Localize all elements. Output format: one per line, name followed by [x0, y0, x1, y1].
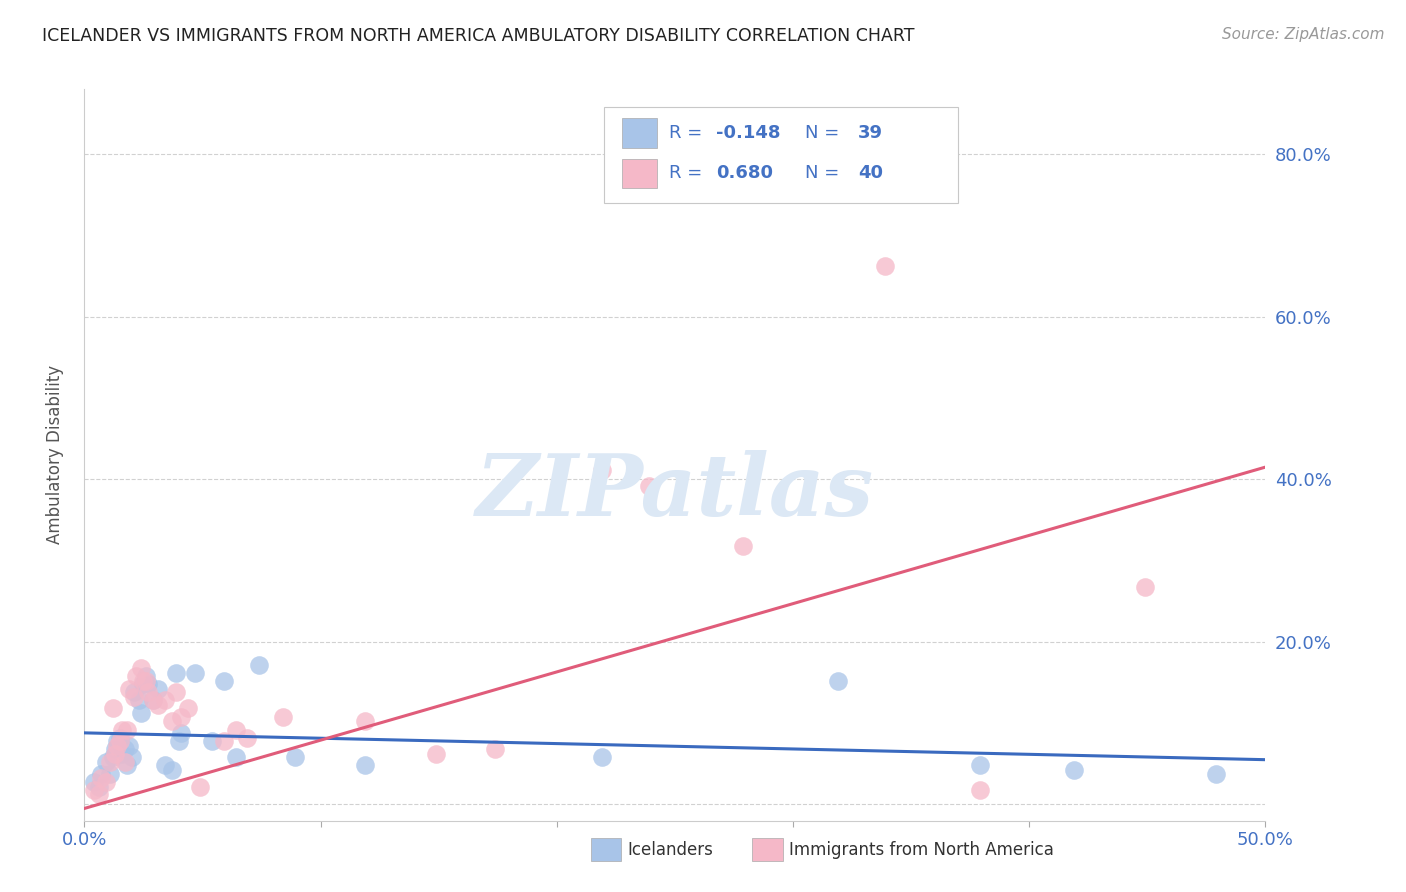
Point	[98, 755, 121, 769]
Point	[591, 750, 613, 764]
Point	[146, 698, 169, 713]
Point	[108, 731, 131, 745]
Point	[132, 673, 155, 688]
Point	[827, 673, 849, 688]
Text: 40: 40	[858, 164, 883, 182]
Text: -0.148: -0.148	[716, 124, 780, 142]
Point	[236, 731, 259, 745]
Text: R =: R =	[669, 124, 709, 142]
FancyBboxPatch shape	[621, 159, 657, 188]
Point	[1133, 580, 1156, 594]
Point	[121, 750, 143, 764]
Point	[188, 780, 211, 794]
Text: N =: N =	[804, 124, 845, 142]
Point	[114, 755, 136, 769]
Point	[94, 774, 117, 789]
Point	[969, 782, 991, 797]
Point	[122, 690, 145, 705]
Point	[484, 742, 506, 756]
Point	[104, 747, 127, 761]
Point	[118, 681, 141, 696]
Point	[142, 693, 165, 707]
Point	[160, 764, 183, 778]
Point	[122, 685, 145, 699]
Point	[87, 787, 110, 801]
Text: Source: ZipAtlas.com: Source: ZipAtlas.com	[1222, 27, 1385, 42]
Point	[284, 750, 307, 764]
FancyBboxPatch shape	[621, 119, 657, 148]
Point	[170, 709, 193, 723]
Point	[111, 747, 134, 761]
Text: N =: N =	[804, 164, 845, 182]
Point	[115, 723, 138, 737]
Point	[115, 758, 138, 772]
Point	[107, 734, 129, 748]
Point	[107, 739, 129, 753]
Point	[153, 758, 176, 772]
Text: Immigrants from North America: Immigrants from North America	[789, 841, 1053, 859]
Y-axis label: Ambulatory Disability: Ambulatory Disability	[45, 366, 63, 544]
Point	[1063, 764, 1085, 778]
Point	[129, 706, 152, 721]
Text: ZIPatlas: ZIPatlas	[475, 450, 875, 533]
Point	[101, 701, 124, 715]
Point	[425, 747, 447, 761]
Point	[212, 734, 235, 748]
Point	[875, 260, 897, 274]
Point	[733, 539, 755, 553]
Point	[111, 723, 134, 737]
Point	[160, 714, 183, 729]
Text: ICELANDER VS IMMIGRANTS FROM NORTH AMERICA AMBULATORY DISABILITY CORRELATION CHA: ICELANDER VS IMMIGRANTS FROM NORTH AMERI…	[42, 27, 915, 45]
Point	[98, 766, 121, 780]
Point	[225, 750, 247, 764]
Point	[129, 661, 152, 675]
Text: 0.680: 0.680	[716, 164, 773, 182]
Point	[166, 685, 188, 699]
Text: Icelanders: Icelanders	[627, 841, 713, 859]
Point	[142, 693, 165, 707]
Point	[166, 665, 188, 680]
Point	[591, 462, 613, 476]
Point	[136, 685, 159, 699]
Text: R =: R =	[669, 164, 709, 182]
Point	[132, 677, 155, 691]
Point	[153, 693, 176, 707]
Point	[354, 758, 377, 772]
Point	[177, 701, 200, 715]
Point	[201, 734, 224, 748]
Point	[247, 657, 270, 672]
Point	[354, 714, 377, 729]
Point	[87, 780, 110, 794]
Point	[167, 734, 190, 748]
Point	[90, 766, 112, 780]
Point	[184, 665, 207, 680]
Point	[136, 677, 159, 691]
Point	[83, 782, 105, 797]
Point	[271, 709, 294, 723]
Point	[135, 669, 157, 683]
Point	[146, 681, 169, 696]
Point	[1205, 766, 1227, 780]
Point	[94, 755, 117, 769]
Point	[212, 673, 235, 688]
Point	[170, 726, 193, 740]
Point	[125, 669, 148, 683]
Point	[114, 742, 136, 756]
Point	[969, 758, 991, 772]
Point	[135, 673, 157, 688]
Text: 39: 39	[858, 124, 883, 142]
Point	[128, 693, 150, 707]
Point	[83, 774, 105, 789]
Point	[104, 742, 127, 756]
Point	[638, 479, 661, 493]
Point	[90, 772, 112, 786]
Point	[108, 734, 131, 748]
FancyBboxPatch shape	[605, 108, 959, 202]
Point	[118, 739, 141, 753]
Point	[101, 750, 124, 764]
Point	[225, 723, 247, 737]
